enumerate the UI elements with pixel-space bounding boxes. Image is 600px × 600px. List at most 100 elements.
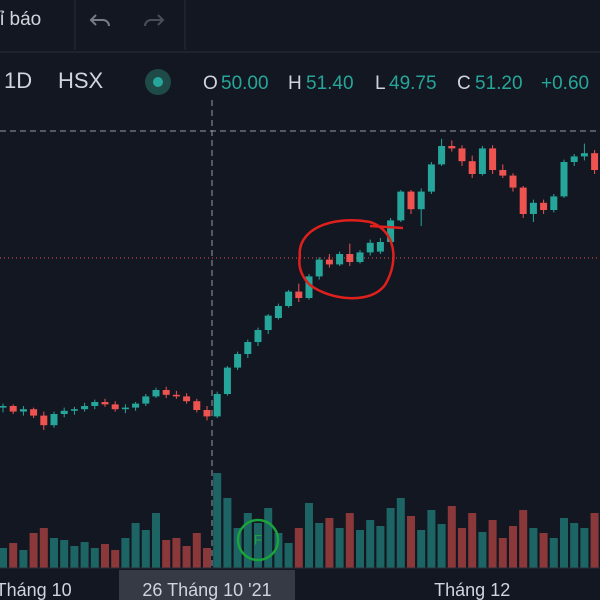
- candle-body: [438, 146, 446, 165]
- volume-bar: [19, 550, 28, 568]
- x-tick-label: Tháng 12: [434, 580, 510, 600]
- candle-body: [183, 396, 191, 402]
- volume-bar: [162, 540, 171, 568]
- volume-bar: [560, 518, 568, 568]
- volume-bar: [529, 528, 538, 568]
- candle-body: [305, 276, 313, 298]
- volume-bar: [0, 548, 7, 568]
- candle-body: [315, 259, 323, 277]
- candle-body: [407, 191, 415, 210]
- volume-bar: [325, 518, 334, 568]
- volume-bar: [284, 543, 293, 568]
- volume-bar: [60, 540, 69, 568]
- candle-body: [489, 148, 497, 170]
- candle-body: [509, 175, 517, 188]
- indicators-button[interactable]: ỉ báo: [0, 9, 41, 30]
- candle-body: [244, 342, 252, 354]
- high-value: 51.40: [306, 73, 354, 94]
- candle-body: [30, 409, 38, 416]
- close-value: 51.20: [475, 73, 523, 94]
- candle-body: [448, 146, 456, 149]
- volume-bar: [539, 533, 548, 568]
- candle-body: [60, 410, 68, 414]
- crosshair-time-label: 26 Tháng 10 '21: [142, 580, 271, 600]
- volume-bar: [264, 508, 273, 568]
- candle-body: [295, 291, 303, 298]
- candle-body: [172, 394, 180, 397]
- candle-body: [213, 394, 221, 417]
- candle-body: [50, 414, 58, 426]
- candle-body: [591, 153, 599, 170]
- candle-body: [570, 156, 578, 162]
- volume-bar: [345, 513, 354, 568]
- volume-bar: [9, 543, 18, 568]
- candle-body: [91, 402, 99, 406]
- candle-body: [234, 354, 242, 368]
- candle-body: [254, 330, 262, 342]
- volume-bar: [111, 550, 120, 568]
- candle-body: [203, 410, 211, 417]
- volume-bar: [50, 538, 58, 568]
- volume-bar: [203, 548, 211, 568]
- volume-bar: [366, 520, 375, 568]
- candle-body: [142, 396, 150, 404]
- volume-bar: [223, 498, 232, 568]
- volume-bar: [427, 510, 436, 568]
- candle-body: [19, 409, 27, 412]
- candle-body: [468, 161, 476, 174]
- hand-drawn-ellipse: [298, 219, 404, 300]
- volume-bar: [396, 498, 405, 568]
- volume-bar: [549, 538, 558, 568]
- volume-bar: [29, 533, 38, 568]
- volume-bar: [80, 542, 89, 568]
- candle-body: [9, 406, 17, 412]
- candle-body: [0, 406, 7, 408]
- redo-button[interactable]: [144, 14, 165, 27]
- x-tick-label: Tháng 10: [0, 580, 72, 600]
- candle-body: [499, 170, 507, 176]
- candle-body: [223, 367, 231, 394]
- volume-bar: [172, 538, 181, 568]
- candle-body: [529, 202, 537, 214]
- candle-body: [458, 148, 466, 162]
- candle-body: [274, 306, 282, 318]
- candle-body: [417, 191, 425, 210]
- event-marker-label: F: [254, 532, 263, 548]
- candle-body: [478, 148, 486, 174]
- volume-bar: [386, 508, 395, 568]
- candle-body: [540, 202, 548, 210]
- volume-bar: [101, 544, 109, 568]
- volume-bar: [192, 533, 201, 568]
- candle-body: [397, 191, 405, 221]
- candle-body: [152, 390, 160, 397]
- volume-bar: [70, 546, 79, 568]
- volume-bar: [478, 532, 487, 568]
- candle-body: [376, 242, 384, 252]
- volume-bar: [498, 538, 507, 568]
- volume-bar: [519, 510, 528, 568]
- volume-bar: [254, 523, 262, 568]
- interval: 1D: [4, 68, 32, 93]
- candle-body: [346, 254, 354, 262]
- volume-bar: [243, 513, 252, 568]
- candle-body: [264, 315, 272, 330]
- undo-button[interactable]: [89, 14, 110, 27]
- volume-bar: [305, 503, 313, 568]
- volume-bar: [274, 533, 283, 568]
- volume-bar: [213, 473, 222, 568]
- volume-bar: [356, 530, 364, 568]
- high-label: H: [288, 73, 302, 94]
- volume-bar: [488, 520, 497, 568]
- volume-bar: [182, 546, 191, 568]
- event-marker[interactable]: [236, 518, 280, 562]
- volume-bar: [468, 513, 477, 568]
- volume-bar: [458, 528, 466, 568]
- volume-bar: [376, 526, 385, 568]
- volume-bar: [233, 528, 242, 568]
- candle-body: [560, 162, 568, 197]
- candle-body: [427, 164, 435, 192]
- volume-bar: [570, 523, 579, 568]
- volume-bar: [509, 526, 517, 568]
- candle-body: [550, 196, 558, 210]
